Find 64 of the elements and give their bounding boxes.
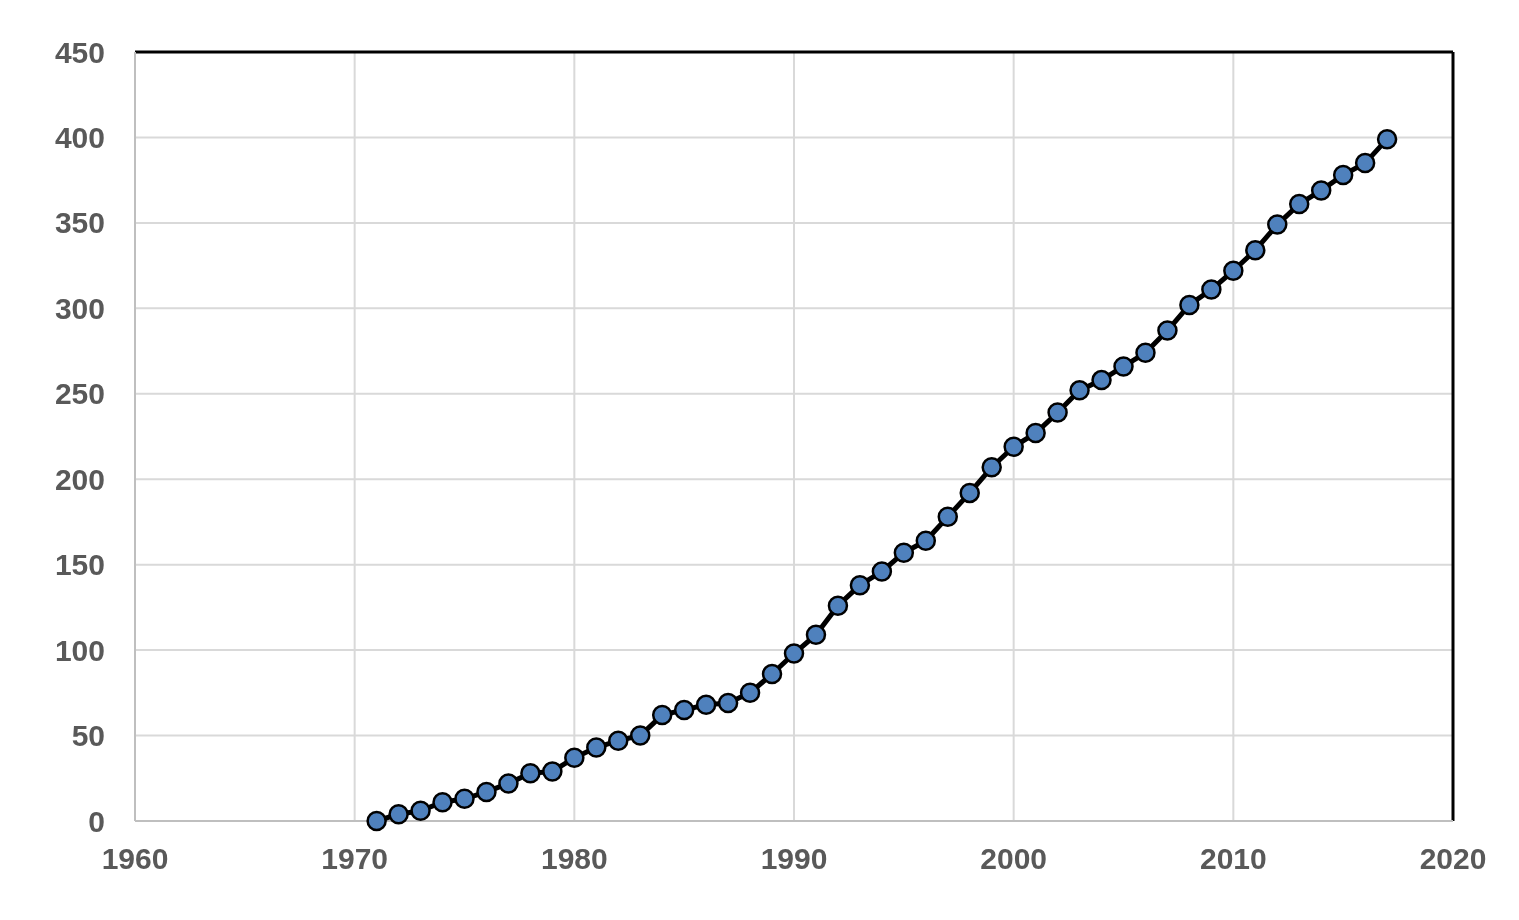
point <box>1069 380 1090 401</box>
point <box>937 506 959 528</box>
point <box>1310 180 1332 201</box>
point <box>454 788 475 810</box>
point <box>1354 152 1376 174</box>
point <box>1179 294 1200 316</box>
point <box>1376 128 1398 150</box>
point <box>410 800 431 821</box>
point <box>542 761 563 782</box>
y-tick-label: 400 <box>54 120 105 154</box>
point <box>1113 356 1134 377</box>
point <box>959 482 980 504</box>
point <box>673 699 695 721</box>
point <box>783 643 805 664</box>
y-tick-label: 250 <box>54 377 105 411</box>
point <box>520 762 541 784</box>
x-tick-label: 2000 <box>980 842 1048 875</box>
point <box>805 624 827 645</box>
point <box>827 595 849 616</box>
point <box>871 561 893 582</box>
point <box>981 457 1002 478</box>
y-tick-label: 100 <box>54 633 105 667</box>
point <box>695 694 717 716</box>
x-tick-label: 1990 <box>760 842 828 875</box>
point <box>1223 260 1244 281</box>
point <box>651 704 673 726</box>
point <box>717 692 739 714</box>
point <box>608 730 629 751</box>
x-tick-label: 1980 <box>540 842 608 875</box>
y-tick-label: 300 <box>54 291 105 325</box>
y-tick-label: 50 <box>71 719 105 753</box>
point <box>1288 193 1310 215</box>
point <box>761 663 783 685</box>
y-tick-label: 350 <box>54 206 105 240</box>
point <box>1201 279 1222 300</box>
point <box>915 530 937 551</box>
x-tick-label: 1960 <box>101 842 169 875</box>
point <box>366 810 387 832</box>
point <box>1245 239 1266 261</box>
point <box>1003 436 1024 457</box>
point <box>1157 320 1178 341</box>
point <box>1091 369 1112 391</box>
y-tick-label: 150 <box>54 548 105 582</box>
y-tick-label: 200 <box>54 462 105 496</box>
point <box>1135 342 1156 364</box>
point <box>1025 422 1046 444</box>
point <box>893 542 915 563</box>
point <box>586 737 607 758</box>
y-tick-label: 450 <box>54 35 105 69</box>
point <box>1267 214 1288 235</box>
point <box>476 781 497 803</box>
point <box>629 725 651 746</box>
y-tick-label: 0 <box>88 804 105 838</box>
x-tick-label: 2020 <box>1419 842 1487 875</box>
point <box>498 773 519 794</box>
x-tick-label: 1970 <box>321 842 389 875</box>
x-tick-label: 2010 <box>1199 842 1267 875</box>
point <box>388 803 409 825</box>
point <box>849 574 871 596</box>
point <box>432 791 453 813</box>
point <box>564 747 585 769</box>
point <box>739 682 761 704</box>
point <box>1332 164 1354 186</box>
point <box>1047 402 1068 423</box>
